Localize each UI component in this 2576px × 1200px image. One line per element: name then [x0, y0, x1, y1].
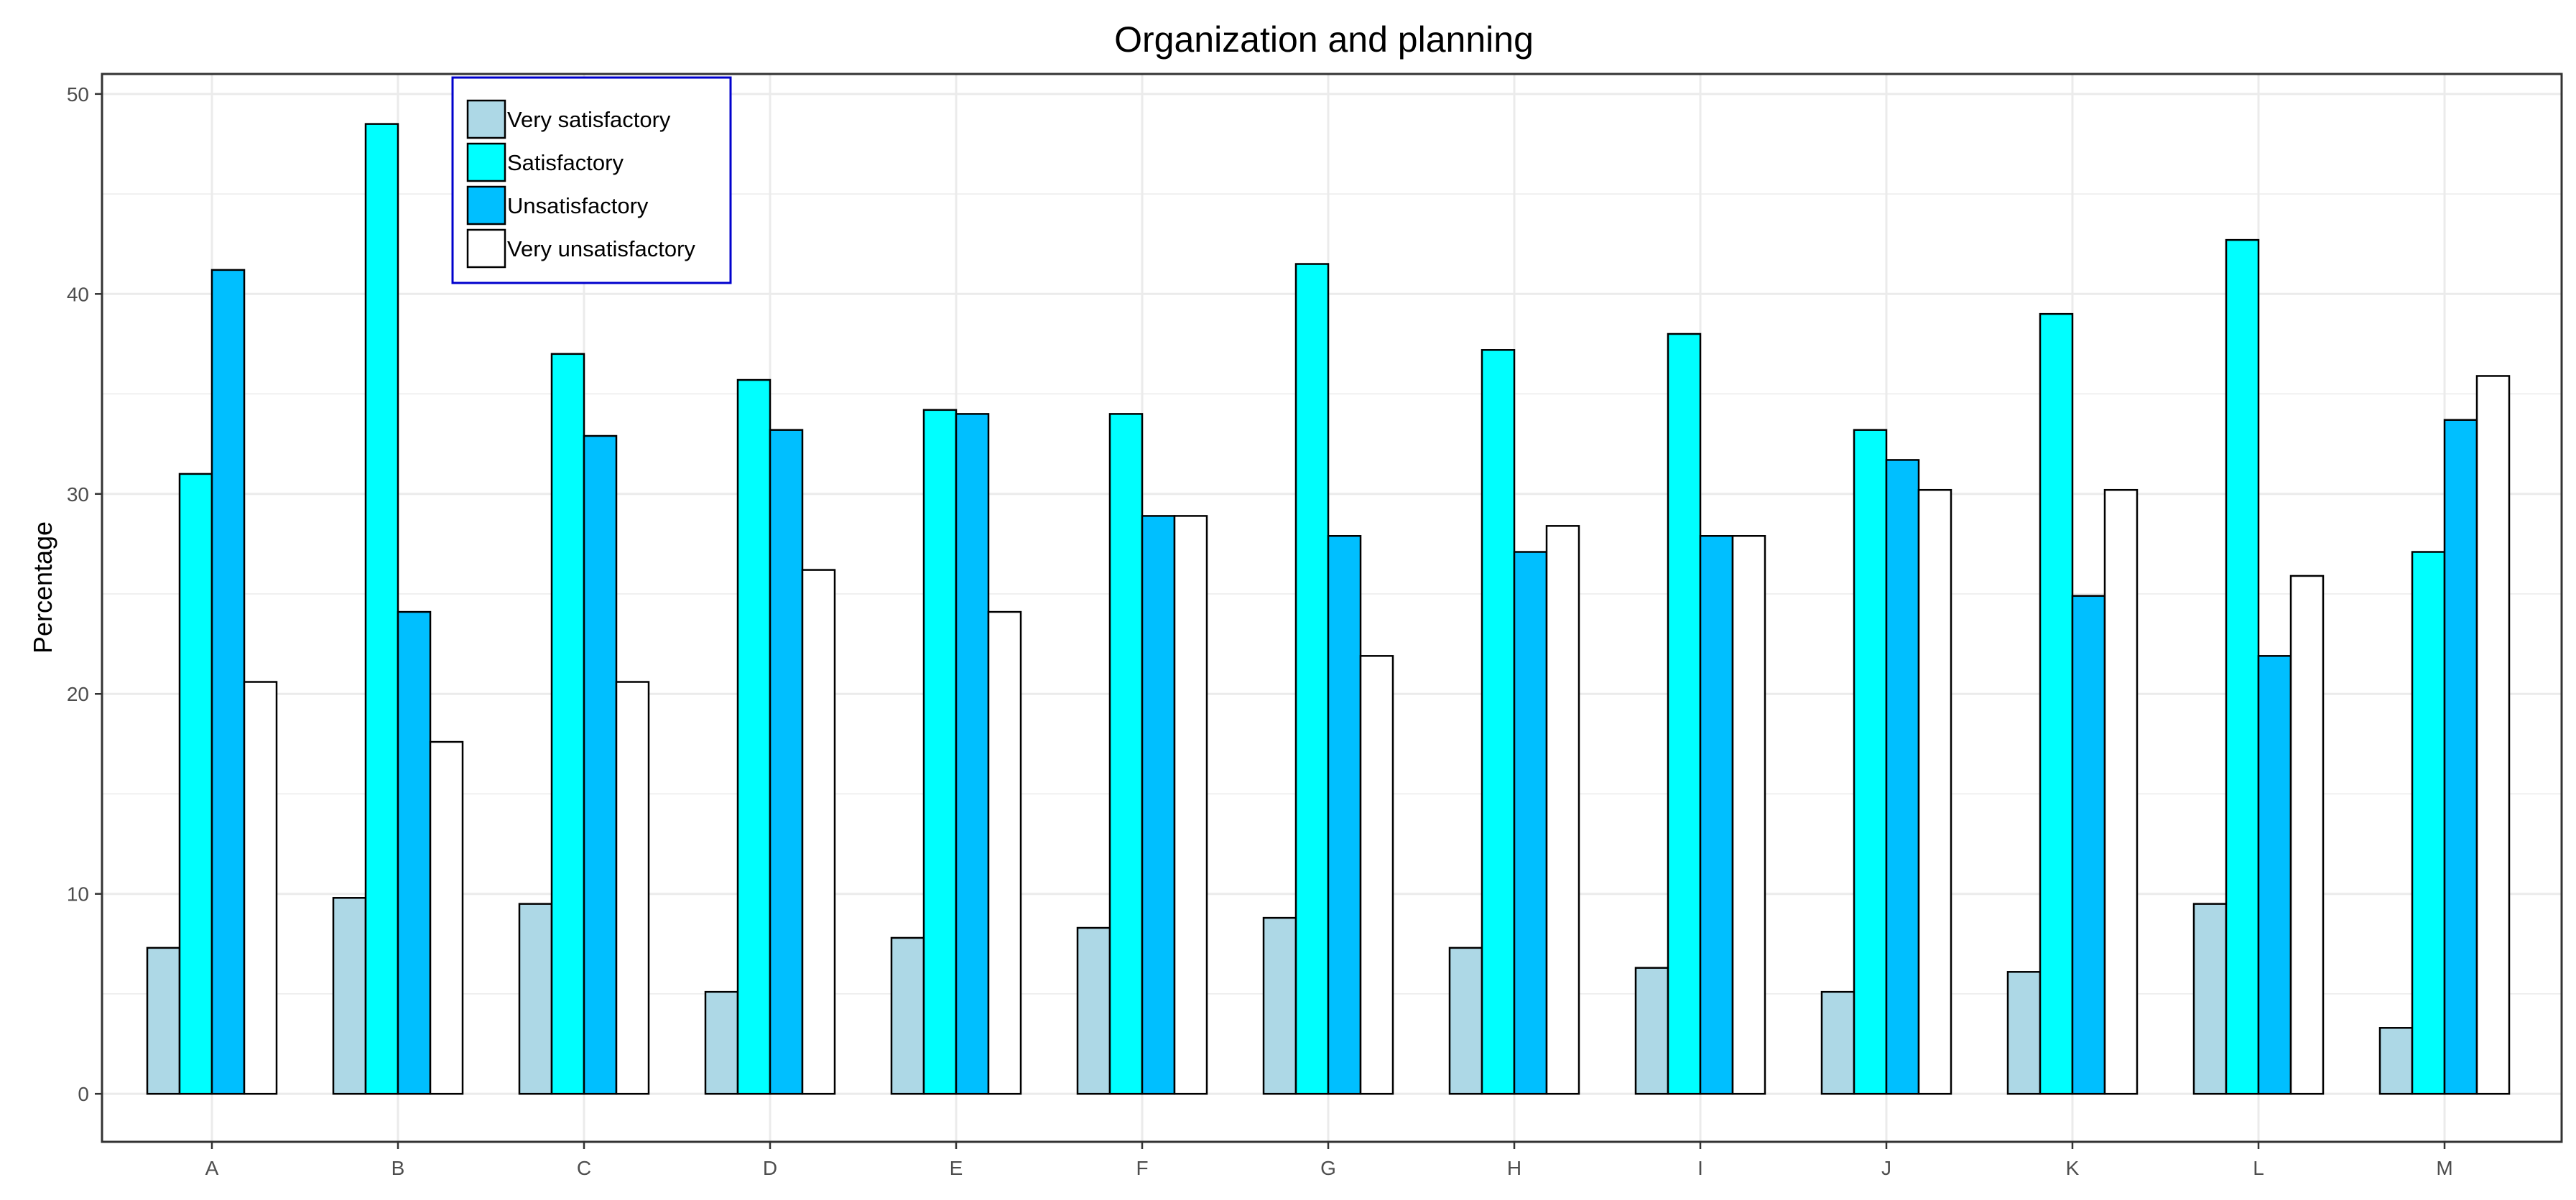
bar-H-very-unsatisfactory	[1545, 525, 1580, 1095]
bar-C-unsatisfactory	[583, 434, 618, 1095]
legend-label: Very unsatisfactory	[507, 236, 695, 261]
x-tick-label: D	[763, 1157, 777, 1179]
bars	[146, 123, 2511, 1095]
bar-K-unsatisfactory	[2071, 595, 2106, 1095]
y-axis-label: Percentage	[28, 521, 57, 654]
chart-title: Organization and planning	[1114, 19, 1534, 60]
bar-L-unsatisfactory	[2257, 655, 2292, 1095]
x-tick-label: B	[392, 1157, 405, 1179]
legend-key	[466, 142, 506, 182]
bar-B-unsatisfactory	[397, 610, 432, 1095]
bar-L-very-satisfactory	[2192, 903, 2228, 1095]
bar-K-satisfactory	[2039, 312, 2074, 1095]
bar-A-satisfactory	[178, 473, 213, 1095]
x-tick-label: M	[2436, 1157, 2452, 1179]
legend-label: Very satisfactory	[507, 107, 671, 132]
bar-M-very-satisfactory	[2378, 1027, 2414, 1095]
y-tick-label: 50	[67, 83, 89, 106]
bar-B-very-satisfactory	[332, 897, 367, 1095]
axes: 0 10 20 30 40 50 A B C D E F G H I J K L M	[67, 73, 2563, 1179]
bar-K-very-satisfactory	[2006, 971, 2042, 1095]
bar-F-satisfactory	[1108, 413, 1144, 1095]
legend-key	[466, 99, 506, 139]
x-tick-label: H	[1507, 1157, 1521, 1179]
x-tick-label: J	[1881, 1157, 1891, 1179]
bar-G-very-unsatisfactory	[1359, 655, 1394, 1095]
bar-C-very-unsatisfactory	[615, 681, 650, 1095]
bar-D-satisfactory	[736, 378, 772, 1095]
bar-A-unsatisfactory	[210, 269, 246, 1095]
x-tick-label: K	[2066, 1157, 2080, 1179]
bar-H-unsatisfactory	[1513, 551, 1548, 1095]
bar-C-satisfactory	[550, 353, 585, 1095]
x-tick-label: G	[1320, 1157, 1336, 1179]
bar-M-satisfactory	[2411, 551, 2446, 1095]
bar-K-very-unsatisfactory	[2103, 488, 2139, 1095]
bar-I-very-unsatisfactory	[1731, 535, 1766, 1095]
bar-J-very-unsatisfactory	[1917, 488, 1952, 1095]
y-tick-label: 10	[67, 883, 89, 906]
bar-E-unsatisfactory	[955, 413, 990, 1095]
bar-B-very-unsatisfactory	[429, 740, 464, 1095]
bar-M-very-unsatisfactory	[2475, 375, 2511, 1095]
bar-G-unsatisfactory	[1327, 535, 1362, 1095]
bar-D-very-satisfactory	[704, 990, 739, 1095]
bar-E-satisfactory	[922, 409, 958, 1095]
bar-F-very-satisfactory	[1076, 926, 1111, 1095]
bar-L-very-unsatisfactory	[2289, 575, 2325, 1095]
bar-C-very-satisfactory	[518, 903, 553, 1095]
bar-I-very-satisfactory	[1634, 967, 1669, 1095]
bar-J-unsatisfactory	[1885, 459, 1920, 1095]
legend-key	[466, 185, 506, 225]
x-tick-label: C	[577, 1157, 591, 1179]
x-tick-label: I	[1697, 1157, 1703, 1179]
bar-E-very-unsatisfactory	[987, 610, 1022, 1095]
y-tick-label: 20	[67, 683, 89, 705]
legend: Very satisfactory Satisfactory Unsatisfact…	[451, 76, 732, 284]
x-tick-label: A	[205, 1157, 219, 1179]
y-tick-label: 40	[67, 283, 89, 305]
bar-J-satisfactory	[1853, 429, 1888, 1095]
bar-F-very-unsatisfactory	[1173, 515, 1208, 1095]
bar-H-satisfactory	[1481, 349, 1516, 1095]
x-tick-label: F	[1136, 1157, 1148, 1179]
legend-key	[466, 228, 506, 269]
bar-D-very-unsatisfactory	[801, 569, 836, 1095]
x-tick-label: E	[950, 1157, 963, 1179]
bar-A-very-satisfactory	[146, 946, 181, 1095]
bar-E-very-satisfactory	[890, 936, 925, 1095]
y-tick-label: 0	[78, 1083, 89, 1105]
x-tick-label: L	[2253, 1157, 2264, 1179]
bar-F-unsatisfactory	[1141, 515, 1176, 1095]
bar-I-unsatisfactory	[1699, 535, 1734, 1095]
bar-L-satisfactory	[2225, 238, 2260, 1095]
y-tick-label: 30	[67, 483, 89, 506]
legend-label: Satisfactory	[507, 150, 624, 175]
legend-label: Unsatisfactory	[507, 193, 649, 218]
bar-J-very-satisfactory	[1820, 990, 1855, 1095]
bar-D-unsatisfactory	[769, 429, 804, 1095]
bar-G-very-satisfactory	[1262, 916, 1297, 1095]
bar-G-satisfactory	[1294, 263, 1330, 1095]
bar-I-satisfactory	[1667, 332, 1702, 1095]
bar-A-very-unsatisfactory	[243, 681, 278, 1095]
bar-B-satisfactory	[364, 123, 399, 1095]
bar-H-very-satisfactory	[1448, 946, 1483, 1095]
panel-border	[101, 73, 2563, 1143]
bar-M-unsatisfactory	[2443, 419, 2478, 1095]
